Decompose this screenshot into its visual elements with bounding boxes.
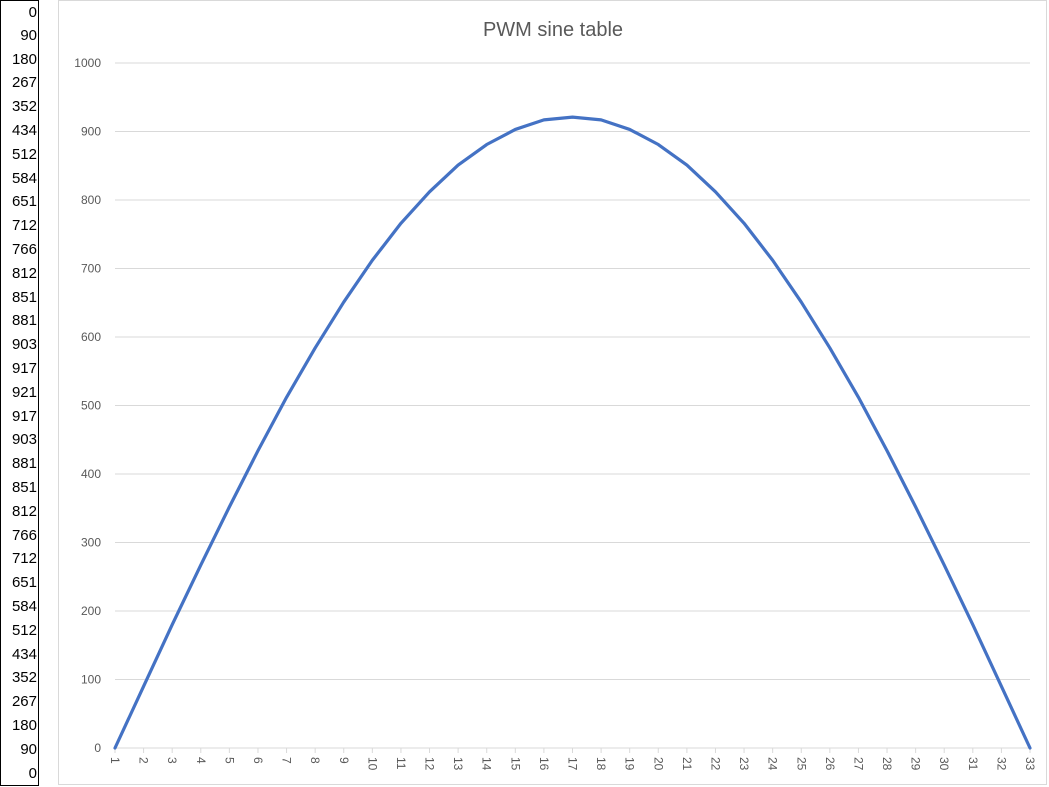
y-tick-label: 100 bbox=[81, 673, 101, 687]
cell-value[interactable]: 903 bbox=[0, 333, 39, 358]
cell-value[interactable]: 584 bbox=[0, 166, 39, 192]
x-tick-label: 1 bbox=[108, 757, 122, 764]
x-tick-label: 32 bbox=[994, 757, 1008, 771]
x-tick-label: 9 bbox=[337, 757, 351, 764]
x-tick-label: 26 bbox=[823, 757, 837, 771]
y-tick-label: 800 bbox=[81, 193, 101, 207]
chart-title: PWM sine table bbox=[483, 19, 623, 41]
cell-value[interactable]: 180 bbox=[0, 47, 39, 73]
x-tick-label: 11 bbox=[394, 757, 408, 770]
x-tick-label: 10 bbox=[365, 757, 379, 771]
y-tick-label: 1000 bbox=[74, 56, 101, 70]
x-tick-label: 29 bbox=[909, 757, 923, 771]
x-tick-label: 7 bbox=[280, 757, 294, 764]
cell-value[interactable]: 180 bbox=[0, 714, 39, 739]
x-tick-label: 25 bbox=[794, 757, 808, 771]
cell-value[interactable]: 921 bbox=[0, 380, 39, 406]
x-tick-label: 12 bbox=[423, 757, 437, 771]
cell-value[interactable]: 0 bbox=[0, 761, 39, 787]
cell-value[interactable]: 917 bbox=[0, 357, 39, 382]
y-tick-label: 500 bbox=[81, 399, 101, 413]
x-tick-label: 8 bbox=[308, 757, 322, 764]
x-tick-label: 28 bbox=[880, 757, 894, 771]
x-tick-label: 13 bbox=[451, 757, 465, 771]
x-tick-label: 14 bbox=[480, 757, 494, 771]
x-tick-label: 16 bbox=[537, 757, 551, 771]
cell-value[interactable]: 812 bbox=[0, 261, 39, 287]
cell-value[interactable]: 512 bbox=[0, 618, 39, 644]
cell-value[interactable]: 917 bbox=[0, 404, 39, 430]
x-tick-label: 20 bbox=[651, 757, 665, 771]
x-tick-label: 5 bbox=[222, 757, 236, 764]
cell-value[interactable]: 434 bbox=[0, 119, 39, 144]
x-tick-label: 18 bbox=[594, 757, 608, 771]
cell-value[interactable]: 352 bbox=[0, 666, 39, 692]
x-tick-label: 3 bbox=[165, 757, 179, 764]
x-tick-label: 4 bbox=[194, 757, 208, 764]
cell-value[interactable]: 352 bbox=[0, 95, 39, 120]
cell-value[interactable]: 90 bbox=[0, 737, 39, 763]
x-tick-label: 15 bbox=[508, 757, 522, 771]
x-tick-label: 24 bbox=[766, 757, 780, 771]
cell-value[interactable]: 512 bbox=[0, 142, 39, 168]
cell-value[interactable]: 712 bbox=[0, 547, 39, 573]
cell-value[interactable]: 651 bbox=[0, 190, 39, 216]
cell-value[interactable]: 812 bbox=[0, 499, 39, 525]
y-tick-label: 600 bbox=[81, 330, 101, 344]
series-line bbox=[113, 115, 1032, 750]
cell-value[interactable]: 881 bbox=[0, 452, 39, 477]
cell-value[interactable]: 434 bbox=[0, 642, 39, 668]
y-tick-label: 900 bbox=[81, 125, 101, 139]
cell-value[interactable]: 0 bbox=[0, 0, 39, 26]
cell-value[interactable]: 584 bbox=[0, 595, 39, 620]
chart-area[interactable]: PWM sine table 0 100 200 300 400 500 600 700 800… bbox=[58, 0, 1047, 785]
x-axis-ticks: 1 2 3 4 5 6 7 8 9 10 11 12 13 14 15 16 17 18 19 20 21 22 23 24 2… bbox=[108, 748, 1037, 771]
x-tick-label: 27 bbox=[851, 757, 865, 771]
cell-value[interactable]: 766 bbox=[0, 523, 39, 549]
cell-value[interactable]: 881 bbox=[0, 309, 39, 335]
x-tick-label: 19 bbox=[623, 757, 637, 771]
y-tick-label: 700 bbox=[81, 262, 101, 276]
cell-value[interactable]: 651 bbox=[0, 571, 39, 596]
cell-value[interactable]: 851 bbox=[0, 285, 39, 311]
gridlines bbox=[115, 62, 1030, 749]
y-tick-label: 300 bbox=[81, 536, 101, 550]
x-tick-label: 23 bbox=[737, 757, 751, 771]
x-tick-label: 17 bbox=[566, 757, 580, 771]
x-tick-label: 21 bbox=[680, 757, 694, 771]
x-tick-label: 2 bbox=[137, 757, 151, 764]
y-axis-ticks: 0 100 200 300 400 500 600 700 800 900 1000 bbox=[74, 56, 101, 755]
cell-value[interactable]: 851 bbox=[0, 476, 39, 501]
cell-value[interactable]: 766 bbox=[0, 238, 39, 263]
x-tick-label: 22 bbox=[708, 757, 722, 771]
cell-value[interactable]: 267 bbox=[0, 71, 39, 97]
x-tick-label: 6 bbox=[251, 757, 265, 764]
line-chart: PWM sine table 0 100 200 300 400 500 600 700 800… bbox=[74, 19, 1037, 771]
series-layer bbox=[113, 115, 1032, 750]
x-tick-label: 33 bbox=[1023, 757, 1037, 771]
cell-value[interactable]: 90 bbox=[0, 23, 39, 49]
y-tick-label: 0 bbox=[94, 741, 101, 755]
cell-value[interactable]: 903 bbox=[0, 428, 39, 454]
cell-value[interactable]: 712 bbox=[0, 214, 39, 239]
y-tick-label: 200 bbox=[81, 604, 101, 618]
cell-value[interactable]: 267 bbox=[0, 690, 39, 715]
y-tick-label: 400 bbox=[81, 467, 101, 481]
x-tick-label: 30 bbox=[937, 757, 951, 771]
x-tick-label: 31 bbox=[966, 757, 980, 771]
